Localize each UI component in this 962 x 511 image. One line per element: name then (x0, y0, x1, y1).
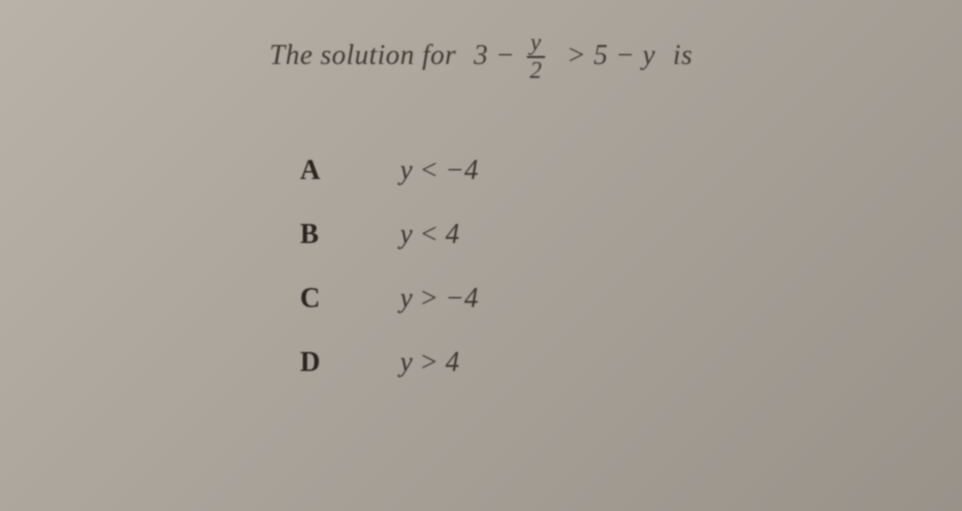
option-label: A (300, 155, 400, 187)
option-c: C y > −4 (300, 283, 962, 315)
question-prefix: The solution for (269, 40, 456, 71)
option-b: B y < 4 (300, 219, 962, 251)
option-value: y > 4 (400, 347, 459, 379)
fraction-denominator: 2 (527, 58, 546, 84)
option-label: D (300, 347, 400, 379)
fraction: y 2 (527, 30, 546, 85)
options-container: A y < −4 B y < 4 C y > −4 D y > 4 (300, 155, 962, 379)
option-value: y < 4 (400, 219, 459, 251)
option-label: B (300, 219, 400, 251)
option-label: C (300, 283, 400, 315)
option-value: y > −4 (400, 283, 478, 315)
page-container: The solution for 3 − y 2 > 5 − y is A y … (0, 0, 962, 511)
option-value: y < −4 (400, 155, 478, 187)
question-header: The solution for 3 − y 2 > 5 − y is (0, 30, 962, 85)
question-suffix: is (673, 40, 693, 71)
option-d: D y > 4 (300, 347, 962, 379)
fraction-numerator: y (527, 30, 546, 58)
expression-right: > 5 − y (567, 40, 656, 71)
expression-left: 3 − (474, 40, 515, 71)
option-a: A y < −4 (300, 155, 962, 187)
